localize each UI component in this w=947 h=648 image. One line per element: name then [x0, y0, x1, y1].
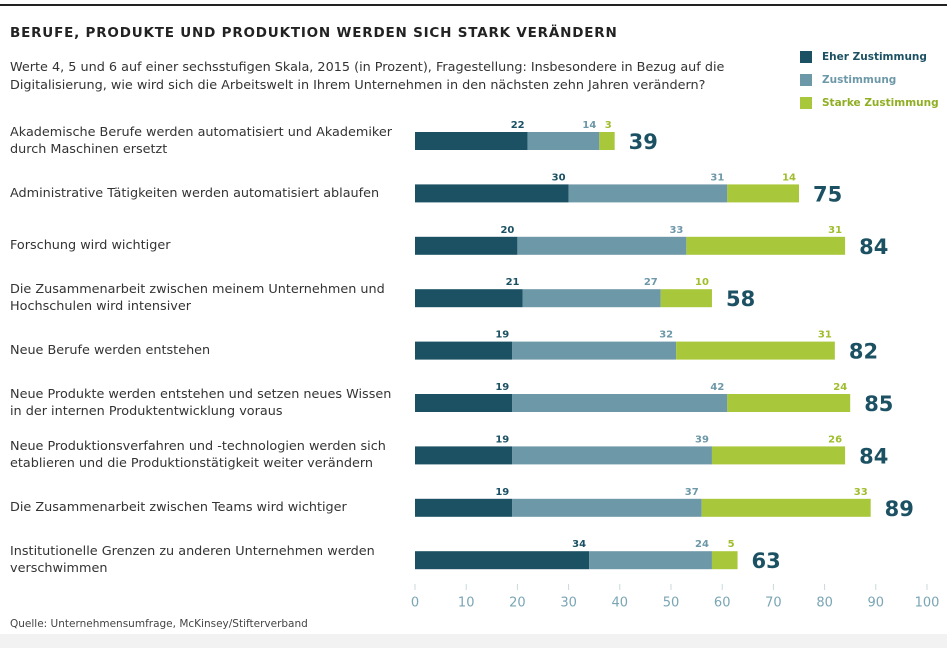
legend-label: Zustimmung — [822, 74, 896, 86]
bar-segment — [686, 236, 846, 255]
legend-swatch — [800, 97, 812, 109]
bar-segment — [512, 394, 728, 412]
source: Quelle: Unternehmensumfrage, McKinsey/St… — [10, 618, 308, 630]
x-tick-label: 20 — [509, 596, 526, 611]
category-label: Neue Berufe werden entstehen — [10, 343, 211, 359]
x-tick-label: 80 — [816, 596, 833, 611]
value-label: 33 — [669, 225, 683, 236]
value-label: 14 — [582, 120, 596, 131]
bar-segment — [415, 446, 513, 465]
category-label: Administrative Tätigkeiten werden automa… — [10, 185, 380, 201]
x-tick-label: 30 — [560, 596, 577, 611]
value-label: 37 — [685, 487, 699, 498]
chart-title: BERUFE, PRODUKTE UND PRODUKTION WERDEN S… — [10, 25, 618, 41]
total-label: 75 — [813, 182, 842, 206]
value-label: 19 — [495, 487, 509, 498]
total-label: 39 — [629, 130, 658, 154]
bar-segment — [727, 394, 851, 412]
total-label: 85 — [864, 392, 893, 416]
top-rule — [0, 4, 947, 6]
value-label: 33 — [854, 487, 868, 498]
bar-segment — [568, 184, 728, 203]
total-label: 58 — [726, 287, 755, 311]
category-label: Neue Produkte werden entstehen und setze… — [10, 387, 392, 419]
bar-segment — [522, 289, 661, 308]
total-label: 82 — [849, 340, 878, 364]
bar-segment — [415, 341, 513, 360]
value-label: 19 — [495, 434, 509, 445]
value-label: 24 — [833, 382, 847, 393]
legend-swatch — [800, 51, 812, 63]
value-label: 31 — [710, 172, 724, 183]
value-label: 14 — [782, 172, 796, 183]
value-label: 26 — [828, 434, 842, 445]
value-label: 30 — [552, 172, 566, 183]
x-tick-label: 60 — [714, 596, 731, 611]
x-tick-label: 100 — [915, 596, 940, 611]
bar-segment — [512, 341, 677, 360]
bar-segment — [512, 498, 702, 517]
chart-subtitle: Werte 4, 5 und 6 auf einer sechsstufigen… — [10, 60, 725, 93]
bar-segment — [415, 551, 590, 570]
bar-segment — [415, 394, 513, 412]
value-label: 39 — [695, 434, 709, 445]
x-tick-label: 0 — [411, 596, 419, 611]
value-label: 3 — [605, 120, 612, 131]
bar-segment — [727, 184, 799, 203]
bar-segment — [517, 236, 687, 255]
value-label: 10 — [695, 277, 709, 288]
value-label: 31 — [818, 330, 832, 341]
bar-segment — [415, 289, 523, 308]
value-label: 24 — [695, 539, 709, 550]
legend-label: Starke Zustimmung — [822, 97, 939, 109]
x-tick-label: 90 — [868, 596, 885, 611]
value-label: 31 — [828, 225, 842, 236]
category-label: Institutionelle Grenzen zu anderen Unter… — [10, 544, 375, 577]
value-label: 27 — [644, 277, 658, 288]
total-label: 63 — [752, 549, 781, 573]
bar-segment — [415, 236, 518, 255]
bar-segment — [415, 132, 528, 150]
value-label: 21 — [506, 277, 520, 288]
value-label: 42 — [710, 382, 724, 393]
total-label: 89 — [885, 497, 914, 521]
category-label: Akademische Berufe werden automatisiert … — [10, 125, 392, 157]
value-label: 19 — [495, 382, 509, 393]
bar-segment — [589, 551, 712, 570]
value-label: 5 — [728, 539, 735, 550]
x-tick-label: 40 — [612, 596, 629, 611]
category-label: Die Zusammenarbeit zwischen Teams wird w… — [10, 500, 347, 516]
value-label: 32 — [659, 330, 673, 341]
bar-segment — [599, 132, 615, 150]
x-tick-label: 50 — [663, 596, 680, 611]
x-tick-label: 10 — [458, 596, 475, 611]
value-label: 34 — [572, 539, 586, 550]
category-label: Die Zusammenarbeit zwischen meinem Unter… — [10, 282, 385, 315]
legend-swatch — [800, 74, 812, 86]
bar-segment — [415, 184, 569, 203]
value-label: 19 — [495, 330, 509, 341]
total-label: 84 — [859, 235, 888, 259]
value-label: 20 — [500, 225, 514, 236]
value-label: 22 — [511, 120, 525, 131]
bar-segment — [512, 446, 712, 465]
bar-segment — [660, 289, 712, 308]
bar-segment — [701, 498, 871, 517]
legend-label: Eher Zustimmung — [822, 51, 927, 63]
category-label: Neue Produktionsverfahren und -technolog… — [10, 439, 386, 472]
bar-segment — [676, 341, 835, 360]
footer-band — [0, 634, 947, 648]
bar-segment — [711, 551, 738, 570]
total-label: 84 — [859, 444, 888, 468]
bar-segment — [527, 132, 600, 150]
bar-segment — [711, 446, 846, 465]
x-tick-label: 70 — [765, 596, 782, 611]
category-label: Forschung wird wichtiger — [10, 238, 171, 254]
bar-segment — [415, 498, 513, 517]
